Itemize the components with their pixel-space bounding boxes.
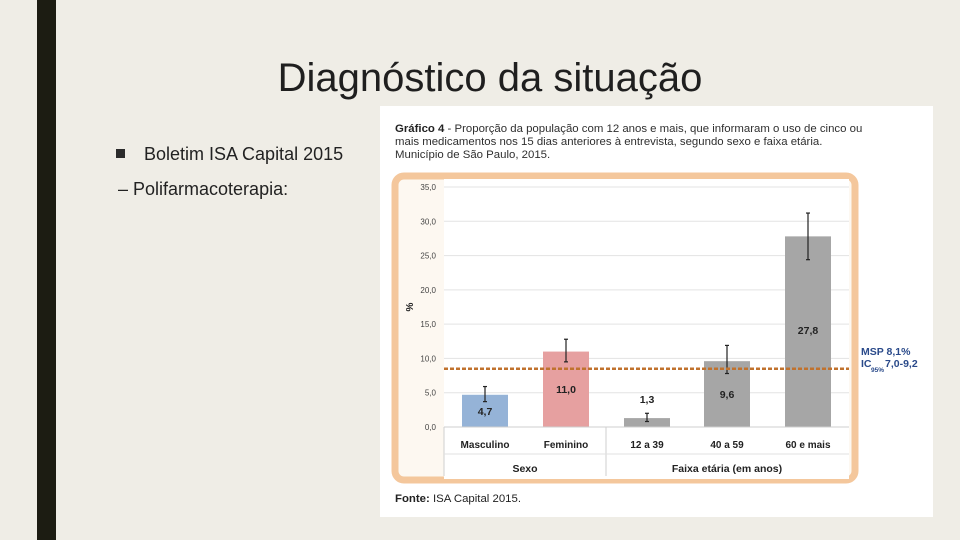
x-tick-label: 12 a 39 bbox=[630, 440, 664, 451]
x-group-label: Sexo bbox=[512, 463, 537, 475]
x-tick-label: 40 a 59 bbox=[710, 440, 744, 451]
y-tick-label: 20,0 bbox=[420, 286, 436, 295]
y-tick-label: 10,0 bbox=[420, 354, 436, 363]
slide-title: Diagnóstico da situação bbox=[277, 56, 703, 100]
bar-60-e-mais bbox=[785, 236, 831, 427]
figure-source: Fonte: ISA Capital 2015. bbox=[395, 493, 521, 505]
data-label: 11,0 bbox=[556, 384, 576, 396]
figure-caption: Gráfico 4 - Proporção da população com 1… bbox=[395, 123, 865, 162]
reference-ci-label: IC bbox=[861, 358, 872, 370]
plot-area bbox=[444, 179, 849, 479]
bar-chart: 0,0 5,0 10,0 15,0 20,0 25,0 30,0 35,0% 4,7 11,0 1,… bbox=[391, 172, 918, 484]
x-group-label: Faixa etária (em anos) bbox=[672, 463, 782, 475]
data-label: 9,6 bbox=[720, 389, 735, 401]
bullet-text: Boletim ISA Capital 2015 bbox=[144, 144, 344, 164]
x-tick-label: Masculino bbox=[461, 440, 510, 451]
x-tick-label: 60 e mais bbox=[785, 440, 830, 451]
figure-caption-label: Gráfico 4 bbox=[395, 123, 445, 135]
data-label: 1,3 bbox=[640, 394, 655, 406]
bar-12-a-39 bbox=[624, 418, 670, 427]
y-tick-label: 5,0 bbox=[425, 389, 437, 398]
reference-ci-subscript: 95% bbox=[871, 367, 884, 374]
y-tick-label: 15,0 bbox=[420, 320, 436, 329]
bar-feminino bbox=[543, 351, 589, 427]
data-label: 27,8 bbox=[798, 325, 819, 337]
square-bullet-icon bbox=[116, 148, 125, 158]
y-tick-label: 30,0 bbox=[420, 217, 436, 226]
figure-caption-text: - Proporção da população com 12 anos e m… bbox=[395, 123, 863, 161]
chart-figure: Gráfico 4 - Proporção da população com 1… bbox=[380, 106, 933, 517]
bullet-item: Boletim ISA Capital 2015 bbox=[116, 144, 343, 165]
x-tick-label: Feminino bbox=[544, 440, 588, 451]
reference-ci-value: 7,0-9,2 bbox=[885, 358, 918, 370]
slide-accent-bar bbox=[37, 0, 56, 540]
reference-line-label: MSP 8,1% bbox=[861, 346, 911, 358]
y-axis-label: % bbox=[405, 302, 416, 311]
y-tick-label: 35,0 bbox=[420, 183, 436, 192]
figure-source-text: ISA Capital 2015. bbox=[429, 493, 521, 505]
sub-bullet-text: – Polifarmacoterapia: bbox=[118, 179, 289, 199]
y-tick-label: 25,0 bbox=[420, 252, 436, 261]
data-label: 4,7 bbox=[478, 406, 493, 418]
y-tick-label: 0,0 bbox=[425, 423, 437, 432]
figure-source-label: Fonte: bbox=[395, 493, 430, 505]
